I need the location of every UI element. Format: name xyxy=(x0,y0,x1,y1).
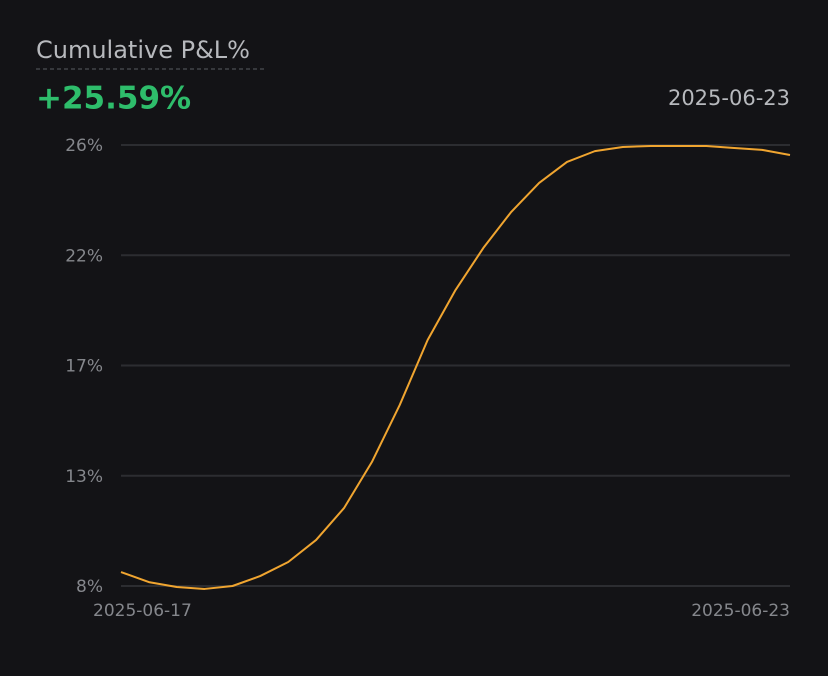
y-tick-label: 26% xyxy=(65,136,103,156)
headline-value: +25.59% xyxy=(36,81,191,117)
y-tick-label: 8% xyxy=(76,577,103,597)
x-tick-label: 2025-06-17 xyxy=(93,601,192,621)
chart-title[interactable]: Cumulative P&L% xyxy=(36,36,250,64)
current-date: 2025-06-23 xyxy=(668,86,790,110)
line xyxy=(120,144,791,590)
y-tick-label: 17% xyxy=(65,357,103,377)
y-tick-label: 13% xyxy=(65,467,103,487)
y-tick-label: 22% xyxy=(65,246,103,266)
x-tick-label: 2025-06-23 xyxy=(691,601,790,621)
